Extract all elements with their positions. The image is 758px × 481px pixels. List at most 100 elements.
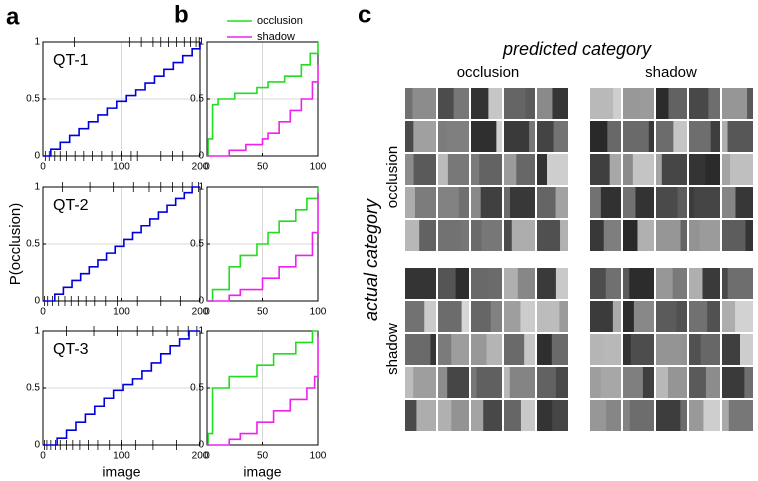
row-label: shadow (384, 323, 401, 375)
image-patch-region (699, 220, 720, 251)
image-patch-region (680, 400, 687, 431)
x-tick-label: 100 (310, 451, 327, 462)
legend-label: shadow (257, 31, 295, 43)
image-patch-region (520, 400, 535, 431)
image-patch-region (416, 400, 436, 431)
panel-label: a (6, 3, 20, 30)
x-tick-label: 0 (40, 162, 46, 173)
image-patch-region (555, 268, 568, 299)
image-patch-region (476, 367, 502, 398)
image-patch-region (552, 400, 568, 431)
image-patch-region (681, 334, 687, 365)
step-line (207, 192, 319, 302)
x-tick-label: 50 (257, 162, 269, 173)
row-title: actual category (361, 198, 381, 321)
image-patch-region (510, 187, 535, 218)
image-patch-region (551, 334, 568, 365)
image-patch-region (694, 187, 720, 218)
x-tick-label: 50 (257, 307, 269, 318)
image-patch-region (529, 121, 535, 152)
image-patch-region (672, 268, 687, 299)
image-patch-region (661, 154, 687, 185)
image-patch-region (460, 220, 469, 251)
image-patch-region (607, 121, 621, 152)
x-tick-label: 100 (310, 307, 327, 318)
y-tick-label: 0 (34, 440, 40, 451)
y-tick-label: 1 (198, 326, 204, 337)
image-patch-region (414, 187, 436, 218)
image-patch-region (555, 367, 568, 398)
image-patch-region (483, 400, 502, 431)
image-patch-region (702, 268, 720, 299)
image-patch-region (705, 154, 720, 185)
y-tick-label: 0.5 (26, 239, 40, 250)
image-patch-region (547, 154, 568, 185)
x-axis-label: image (243, 464, 281, 480)
x-tick-label: 100 (113, 307, 130, 318)
x-tick-label: 100 (113, 451, 130, 462)
y-tick-label: 1 (198, 182, 204, 193)
chart-title: QT-2 (53, 197, 89, 214)
x-tick-label: 0 (204, 451, 210, 462)
step-line (207, 187, 319, 302)
image-patch-region (481, 220, 502, 251)
image-patch-region (745, 220, 753, 251)
image-patch-region (560, 220, 568, 251)
column-label: shadow (645, 64, 697, 81)
image-patch-region (668, 367, 687, 398)
image-patch-region (727, 121, 753, 152)
image-patch-region (635, 187, 654, 218)
image-patch-region (487, 268, 502, 299)
y-tick-label: 0 (34, 296, 40, 307)
image-patch-region (412, 88, 436, 119)
image-patch-region (447, 154, 469, 185)
image-patch-region (740, 334, 753, 365)
image-grids (405, 88, 753, 431)
x-tick-label: 100 (310, 162, 327, 173)
image-patch-region (600, 367, 621, 398)
image-patch-region (603, 220, 621, 251)
image-patch-region (413, 121, 436, 152)
plot-frame (206, 330, 319, 446)
image-patch-region (747, 88, 753, 119)
x-tick-label: 0 (204, 162, 210, 173)
image-patch-region (633, 301, 654, 332)
image-patch-region (424, 301, 436, 332)
image-patch-region (668, 88, 687, 119)
image-patch-region (555, 187, 568, 218)
plot-frame (42, 186, 201, 302)
image-patch-region (677, 187, 687, 218)
image-patch-region (419, 220, 436, 251)
y-tick-label: 0.5 (26, 94, 40, 105)
image-patch-region (673, 121, 687, 152)
y-axis-label: P(occlusion) (7, 203, 24, 286)
x-tick-label: 200 (192, 451, 209, 462)
image-patch-region (700, 334, 720, 365)
image-patch-region (632, 154, 654, 185)
y-tick-label: 1 (34, 37, 40, 48)
image-patch-region (480, 187, 502, 218)
image-patch-region (609, 154, 621, 185)
legend-label: occlusion (257, 15, 303, 27)
image-patch-region (630, 334, 654, 365)
step-line (43, 42, 201, 157)
image-patch-region (453, 88, 469, 119)
image-patch-region (552, 88, 568, 119)
image-patch-region (710, 121, 720, 152)
image-patch-region (730, 154, 753, 185)
y-tick-label: 0.5 (190, 94, 204, 105)
image-patch-region (728, 400, 753, 431)
x-tick-label: 200 (192, 162, 209, 173)
image-patch-region (637, 220, 654, 251)
y-tick-label: 0 (34, 151, 40, 162)
column-label: occlusion (457, 64, 520, 81)
image-patch-region (744, 367, 753, 398)
y-tick-label: 1 (34, 182, 40, 193)
step-line (207, 330, 318, 446)
image-patch-region (455, 268, 469, 299)
plot-frame (206, 41, 319, 157)
image-patch-region (629, 400, 654, 431)
image-patch-region (735, 301, 753, 332)
image-patch-region (461, 301, 469, 332)
x-tick-label: 200 (192, 307, 209, 318)
